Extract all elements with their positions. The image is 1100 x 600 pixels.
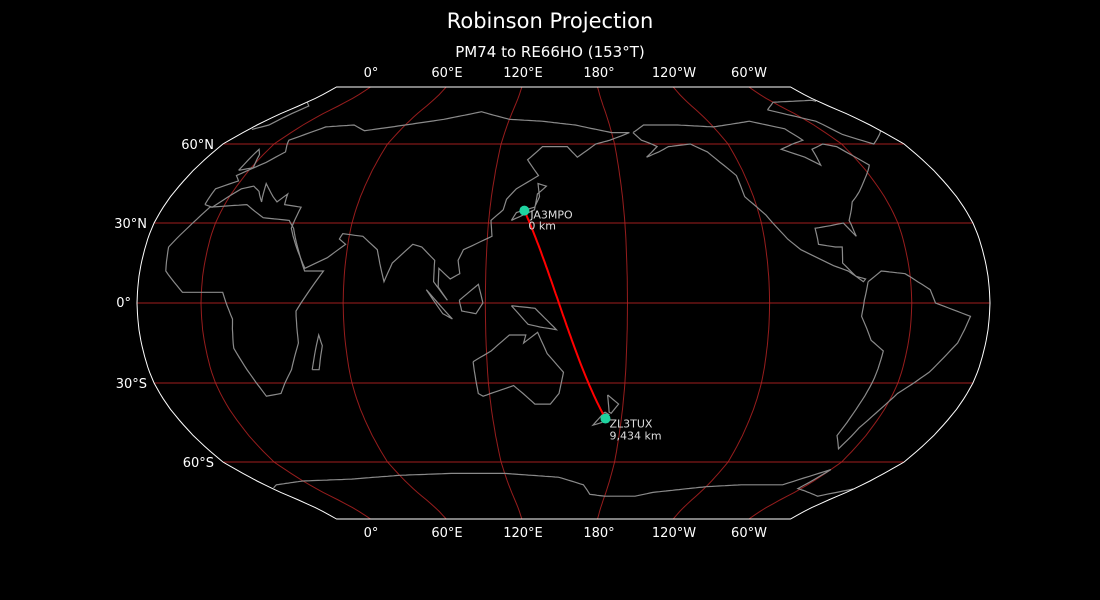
coastline bbox=[273, 469, 854, 497]
meridian-line bbox=[342, 86, 447, 520]
coastline bbox=[204, 111, 630, 301]
longitude-label: 120°E bbox=[503, 66, 543, 81]
station-marker-end[interactable] bbox=[600, 413, 611, 424]
station-label-start-distance: 0 km bbox=[528, 220, 556, 233]
longitude-label: 0° bbox=[364, 66, 379, 81]
longitude-label: 60°E bbox=[431, 66, 462, 81]
meridian-line bbox=[748, 86, 913, 520]
coastline bbox=[311, 332, 323, 371]
longitude-label: 180° bbox=[583, 526, 614, 541]
longitude-label: 60°W bbox=[731, 526, 767, 541]
coastline bbox=[607, 394, 620, 415]
meridian-line bbox=[672, 86, 771, 520]
latitude-label: 30°N bbox=[114, 217, 147, 232]
coastline bbox=[458, 283, 484, 315]
meridian-line bbox=[597, 86, 629, 520]
figure-subtitle: PM74 to RE66HO (153°T) bbox=[455, 43, 645, 61]
longitude-labels-top: 0° 60°E 120°E 180° 120°W 60°W bbox=[364, 66, 767, 81]
coastline bbox=[165, 203, 325, 397]
coastline bbox=[836, 270, 972, 451]
longitude-label: 120°E bbox=[503, 526, 543, 541]
coastlines bbox=[165, 99, 972, 497]
coastline bbox=[251, 99, 882, 145]
longitude-label: 120°W bbox=[652, 526, 696, 541]
latitude-label: 60°S bbox=[183, 456, 214, 471]
longitude-label: 0° bbox=[364, 526, 379, 541]
coastline bbox=[510, 305, 559, 331]
longitude-label: 120°W bbox=[652, 66, 696, 81]
coastline bbox=[238, 147, 261, 171]
coastline bbox=[425, 289, 453, 320]
coastline bbox=[472, 331, 565, 405]
great-circle-path bbox=[523, 210, 607, 420]
meridian-line bbox=[200, 86, 371, 520]
graticule bbox=[137, 86, 990, 520]
longitude-label: 60°W bbox=[731, 66, 767, 81]
station-label-start-call: JA3MPO bbox=[529, 209, 573, 222]
latitude-label: 60°N bbox=[181, 138, 214, 153]
latitude-label: 30°S bbox=[116, 377, 147, 392]
longitude-label: 60°E bbox=[431, 526, 462, 541]
map-outline bbox=[136, 86, 991, 520]
station-label-end-distance: 9,434 km bbox=[609, 430, 661, 443]
longitude-label: 180° bbox=[583, 66, 614, 81]
coastline bbox=[632, 120, 870, 283]
latitude-labels: 60°N 30°N 0° 30°S 60°S bbox=[114, 138, 214, 471]
latitude-label: 0° bbox=[116, 296, 131, 311]
figure-title: Robinson Projection bbox=[446, 9, 654, 33]
coastline bbox=[591, 411, 610, 427]
station-label-end-call: ZL3TUX bbox=[609, 418, 652, 431]
longitude-labels-bottom: 0° 60°E 120°E 180° 120°W 60°W bbox=[364, 526, 767, 541]
station-marker-start[interactable] bbox=[519, 205, 530, 216]
meridian-line bbox=[484, 86, 523, 520]
